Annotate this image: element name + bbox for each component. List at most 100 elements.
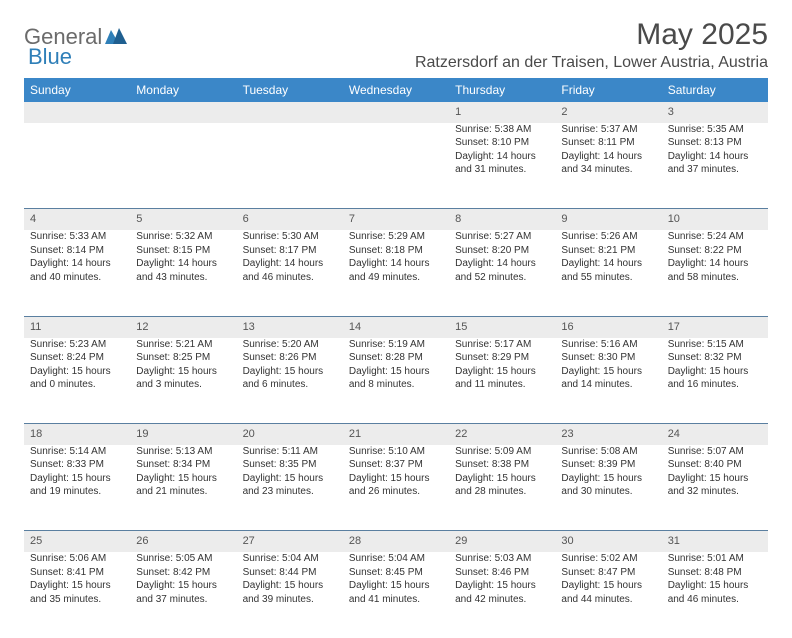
- day-number: 22: [449, 424, 555, 445]
- day2-text: and 32 minutes.: [668, 485, 762, 499]
- day2-text: and 39 minutes.: [243, 593, 337, 607]
- sunrise-text: Sunrise: 5:05 AM: [136, 552, 230, 566]
- day-cell: Sunrise: 5:19 AMSunset: 8:28 PMDaylight:…: [343, 338, 449, 424]
- day-header: Friday: [555, 78, 661, 102]
- sunrise-text: Sunrise: 5:19 AM: [349, 338, 443, 352]
- sunrise-text: Sunrise: 5:37 AM: [561, 123, 655, 137]
- day-number-row: 25262728293031: [24, 531, 768, 552]
- day-cell: Sunrise: 5:08 AMSunset: 8:39 PMDaylight:…: [555, 445, 661, 531]
- sunset-text: Sunset: 8:40 PM: [668, 458, 762, 472]
- week-row: Sunrise: 5:14 AMSunset: 8:33 PMDaylight:…: [24, 445, 768, 531]
- page-title: May 2025: [415, 18, 768, 52]
- day1-text: Daylight: 15 hours: [30, 365, 124, 379]
- day2-text: and 42 minutes.: [455, 593, 549, 607]
- day1-text: Daylight: 14 hours: [668, 150, 762, 164]
- day-number-row: 123: [24, 102, 768, 123]
- day-number: 16: [555, 316, 661, 337]
- sunrise-text: Sunrise: 5:29 AM: [349, 230, 443, 244]
- day2-text: and 40 minutes.: [30, 271, 124, 285]
- sunset-text: Sunset: 8:24 PM: [30, 351, 124, 365]
- sunset-text: Sunset: 8:10 PM: [455, 136, 549, 150]
- location-text: Ratzersdorf an der Traisen, Lower Austri…: [415, 54, 768, 72]
- day-number: 3: [662, 102, 768, 123]
- sunrise-text: Sunrise: 5:10 AM: [349, 445, 443, 459]
- day1-text: Daylight: 14 hours: [136, 257, 230, 271]
- day-header: Sunday: [24, 78, 130, 102]
- day-cell: Sunrise: 5:07 AMSunset: 8:40 PMDaylight:…: [662, 445, 768, 531]
- day-number: [24, 102, 130, 123]
- day-number: 5: [130, 209, 236, 230]
- day2-text: and 8 minutes.: [349, 378, 443, 392]
- day-number: 8: [449, 209, 555, 230]
- sunset-text: Sunset: 8:42 PM: [136, 566, 230, 580]
- sunset-text: Sunset: 8:11 PM: [561, 136, 655, 150]
- day1-text: Daylight: 15 hours: [561, 365, 655, 379]
- day-cell: Sunrise: 5:06 AMSunset: 8:41 PMDaylight:…: [24, 552, 130, 638]
- day-number: [237, 102, 343, 123]
- day-number: [130, 102, 236, 123]
- day-cell: Sunrise: 5:15 AMSunset: 8:32 PMDaylight:…: [662, 338, 768, 424]
- day1-text: Daylight: 14 hours: [455, 257, 549, 271]
- sunset-text: Sunset: 8:35 PM: [243, 458, 337, 472]
- sunset-text: Sunset: 8:30 PM: [561, 351, 655, 365]
- day1-text: Daylight: 15 hours: [136, 365, 230, 379]
- day1-text: Daylight: 15 hours: [668, 579, 762, 593]
- day2-text: and 3 minutes.: [136, 378, 230, 392]
- sunrise-text: Sunrise: 5:30 AM: [243, 230, 337, 244]
- day-cell: Sunrise: 5:04 AMSunset: 8:45 PMDaylight:…: [343, 552, 449, 638]
- day2-text: and 19 minutes.: [30, 485, 124, 499]
- sunset-text: Sunset: 8:45 PM: [349, 566, 443, 580]
- day2-text: and 28 minutes.: [455, 485, 549, 499]
- title-block: May 2025 Ratzersdorf an der Traisen, Low…: [415, 18, 768, 72]
- sunset-text: Sunset: 8:15 PM: [136, 244, 230, 258]
- day2-text: and 16 minutes.: [668, 378, 762, 392]
- day-cell: Sunrise: 5:09 AMSunset: 8:38 PMDaylight:…: [449, 445, 555, 531]
- day-number-row: 45678910: [24, 209, 768, 230]
- day2-text: and 30 minutes.: [561, 485, 655, 499]
- day-number: 14: [343, 316, 449, 337]
- day-cell: Sunrise: 5:33 AMSunset: 8:14 PMDaylight:…: [24, 230, 130, 316]
- sunset-text: Sunset: 8:18 PM: [349, 244, 443, 258]
- day2-text: and 11 minutes.: [455, 378, 549, 392]
- day1-text: Daylight: 14 hours: [668, 257, 762, 271]
- day1-text: Daylight: 14 hours: [455, 150, 549, 164]
- sunrise-text: Sunrise: 5:26 AM: [561, 230, 655, 244]
- day1-text: Daylight: 15 hours: [455, 472, 549, 486]
- day1-text: Daylight: 14 hours: [561, 257, 655, 271]
- day-cell: [237, 123, 343, 209]
- day-number: 26: [130, 531, 236, 552]
- day-cell: Sunrise: 5:20 AMSunset: 8:26 PMDaylight:…: [237, 338, 343, 424]
- day-cell: Sunrise: 5:29 AMSunset: 8:18 PMDaylight:…: [343, 230, 449, 316]
- week-row: Sunrise: 5:38 AMSunset: 8:10 PMDaylight:…: [24, 123, 768, 209]
- sunset-text: Sunset: 8:25 PM: [136, 351, 230, 365]
- day2-text: and 43 minutes.: [136, 271, 230, 285]
- sunset-text: Sunset: 8:20 PM: [455, 244, 549, 258]
- day-header: Thursday: [449, 78, 555, 102]
- day-cell: Sunrise: 5:32 AMSunset: 8:15 PMDaylight:…: [130, 230, 236, 316]
- day-cell: Sunrise: 5:38 AMSunset: 8:10 PMDaylight:…: [449, 123, 555, 209]
- sunset-text: Sunset: 8:14 PM: [30, 244, 124, 258]
- day-number: 23: [555, 424, 661, 445]
- day1-text: Daylight: 15 hours: [243, 579, 337, 593]
- sunrise-text: Sunrise: 5:16 AM: [561, 338, 655, 352]
- day2-text: and 34 minutes.: [561, 163, 655, 177]
- sunrise-text: Sunrise: 5:08 AM: [561, 445, 655, 459]
- day2-text: and 55 minutes.: [561, 271, 655, 285]
- sunset-text: Sunset: 8:17 PM: [243, 244, 337, 258]
- sunrise-text: Sunrise: 5:21 AM: [136, 338, 230, 352]
- day1-text: Daylight: 15 hours: [668, 365, 762, 379]
- day-number: 25: [24, 531, 130, 552]
- day1-text: Daylight: 15 hours: [455, 579, 549, 593]
- sunset-text: Sunset: 8:33 PM: [30, 458, 124, 472]
- day1-text: Daylight: 15 hours: [243, 472, 337, 486]
- day1-text: Daylight: 15 hours: [349, 472, 443, 486]
- sunset-text: Sunset: 8:48 PM: [668, 566, 762, 580]
- day1-text: Daylight: 14 hours: [561, 150, 655, 164]
- week-row: Sunrise: 5:33 AMSunset: 8:14 PMDaylight:…: [24, 230, 768, 316]
- day-number: 9: [555, 209, 661, 230]
- day-cell: Sunrise: 5:13 AMSunset: 8:34 PMDaylight:…: [130, 445, 236, 531]
- day-header: Saturday: [662, 78, 768, 102]
- day1-text: Daylight: 15 hours: [30, 472, 124, 486]
- day-number-row: 11121314151617: [24, 316, 768, 337]
- day1-text: Daylight: 15 hours: [668, 472, 762, 486]
